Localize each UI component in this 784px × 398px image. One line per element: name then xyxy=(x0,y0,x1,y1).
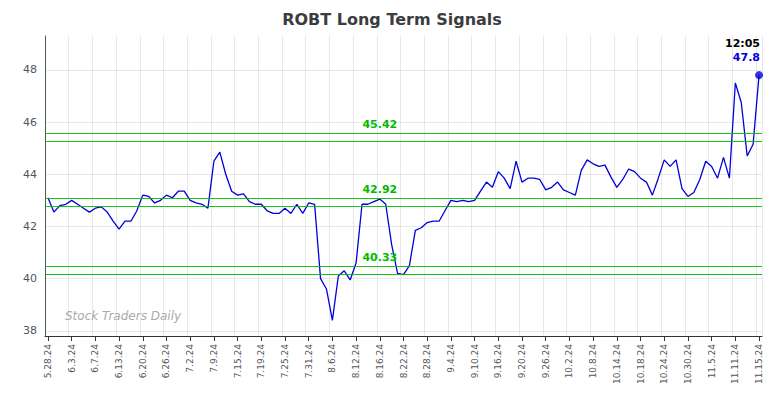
svg-text:10.14.24: 10.14.24 xyxy=(612,344,622,384)
svg-text:48: 48 xyxy=(23,63,37,76)
svg-text:40: 40 xyxy=(23,272,37,285)
svg-text:8.22.24: 8.22.24 xyxy=(399,344,409,379)
svg-text:6.26.24: 6.26.24 xyxy=(161,344,171,379)
svg-text:42: 42 xyxy=(23,220,37,233)
svg-text:10.2.24: 10.2.24 xyxy=(564,344,574,379)
svg-text:6.3.24: 6.3.24 xyxy=(67,344,77,373)
svg-text:8.16.24: 8.16.24 xyxy=(375,344,385,379)
svg-text:ROBT Long Term Signals: ROBT Long Term Signals xyxy=(282,10,502,29)
svg-text:7.25.24: 7.25.24 xyxy=(280,344,290,379)
svg-text:44: 44 xyxy=(23,168,37,181)
svg-text:11.5.24: 11.5.24 xyxy=(707,344,717,379)
svg-text:7.15.24: 7.15.24 xyxy=(233,344,243,379)
svg-text:7.31.24: 7.31.24 xyxy=(304,344,314,379)
svg-text:11.11.24: 11.11.24 xyxy=(730,344,740,384)
svg-text:47.8: 47.8 xyxy=(733,51,760,64)
svg-text:40.33: 40.33 xyxy=(362,251,397,264)
svg-text:5.28.24: 5.28.24 xyxy=(43,344,53,379)
svg-text:9.20.24: 9.20.24 xyxy=(517,344,527,379)
svg-text:7.9.24: 7.9.24 xyxy=(209,344,219,373)
svg-text:10.24.24: 10.24.24 xyxy=(659,344,669,384)
svg-text:9.10.24: 9.10.24 xyxy=(470,344,480,379)
svg-text:7.19.24: 7.19.24 xyxy=(256,344,266,379)
svg-text:10.8.24: 10.8.24 xyxy=(588,344,598,379)
svg-text:9.4.24: 9.4.24 xyxy=(446,344,456,373)
svg-text:9.26.24: 9.26.24 xyxy=(541,344,551,379)
svg-text:42.92: 42.92 xyxy=(362,183,397,196)
svg-text:8.12.24: 8.12.24 xyxy=(351,344,361,379)
svg-text:10.30.24: 10.30.24 xyxy=(683,344,693,384)
svg-text:12:05: 12:05 xyxy=(725,37,760,50)
svg-text:46: 46 xyxy=(23,116,37,129)
svg-text:8.28.24: 8.28.24 xyxy=(422,344,432,379)
svg-text:Stock Traders Daily: Stock Traders Daily xyxy=(65,309,182,323)
svg-text:38: 38 xyxy=(23,324,37,337)
svg-text:45.42: 45.42 xyxy=(362,118,397,131)
svg-text:10.18.24: 10.18.24 xyxy=(636,344,646,384)
svg-text:8.6.24: 8.6.24 xyxy=(327,344,337,373)
svg-text:6.20.24: 6.20.24 xyxy=(138,344,148,379)
svg-text:6.13.24: 6.13.24 xyxy=(114,344,124,379)
svg-text:6.7.24: 6.7.24 xyxy=(90,344,100,373)
svg-text:7.2.24: 7.2.24 xyxy=(185,344,195,373)
svg-text:9.16.24: 9.16.24 xyxy=(493,344,503,379)
svg-text:11.15.24: 11.15.24 xyxy=(754,344,764,384)
